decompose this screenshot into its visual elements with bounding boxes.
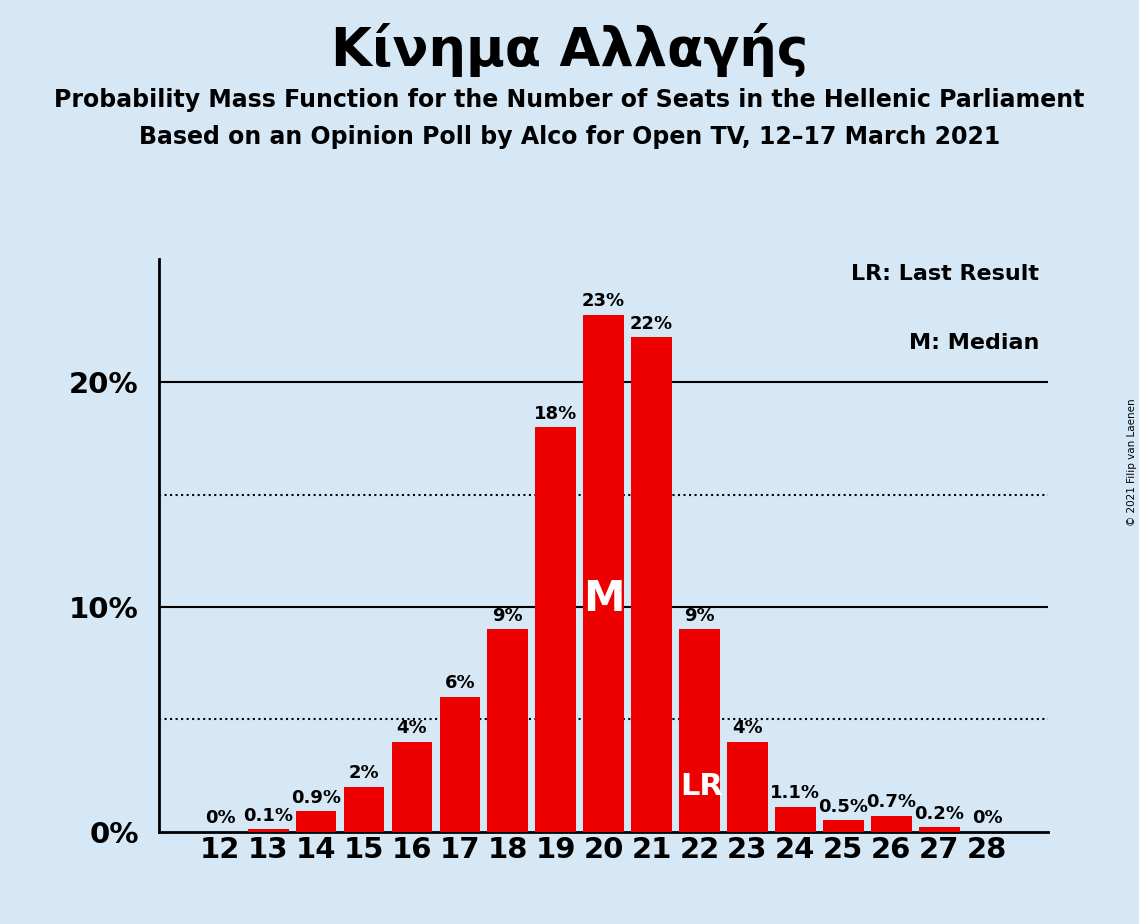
Text: 23%: 23% [582,292,625,310]
Bar [871,816,911,832]
Text: 6%: 6% [444,675,475,692]
Text: 9%: 9% [492,607,523,625]
Text: 0%: 0% [972,809,1002,827]
Text: 18%: 18% [534,405,577,422]
Text: M: M [583,578,624,620]
Text: 0%: 0% [205,809,236,827]
Bar [823,821,863,832]
Bar [344,786,384,832]
Text: © 2021 Filip van Laenen: © 2021 Filip van Laenen [1126,398,1137,526]
Bar [775,807,816,832]
Text: 0.9%: 0.9% [292,789,341,807]
Text: Based on an Opinion Poll by Alco for Open TV, 12–17 March 2021: Based on an Opinion Poll by Alco for Ope… [139,125,1000,149]
Text: LR: LR [681,772,723,801]
Bar [919,827,959,832]
Text: 0.2%: 0.2% [915,805,965,822]
Text: 22%: 22% [630,315,673,333]
Bar [535,427,576,832]
Bar [679,629,720,832]
Bar [727,742,768,832]
Text: 0.1%: 0.1% [243,807,293,825]
Text: M: Median: M: Median [909,334,1039,353]
Text: 9%: 9% [685,607,715,625]
Bar [631,337,672,832]
Text: LR: Last Result: LR: Last Result [851,264,1039,285]
Bar [440,697,481,832]
Bar [296,811,336,832]
Bar [487,629,528,832]
Bar [583,315,624,832]
Text: Probability Mass Function for the Number of Seats in the Hellenic Parliament: Probability Mass Function for the Number… [55,88,1084,112]
Bar [392,742,433,832]
Bar [248,830,288,832]
Text: 4%: 4% [732,719,763,737]
Text: 0.7%: 0.7% [867,794,916,811]
Text: 1.1%: 1.1% [770,784,820,802]
Text: 0.5%: 0.5% [818,797,868,816]
Text: Κίνημα Αλλαγής: Κίνημα Αλλαγής [331,23,808,77]
Text: 4%: 4% [396,719,427,737]
Text: 2%: 2% [349,764,379,783]
